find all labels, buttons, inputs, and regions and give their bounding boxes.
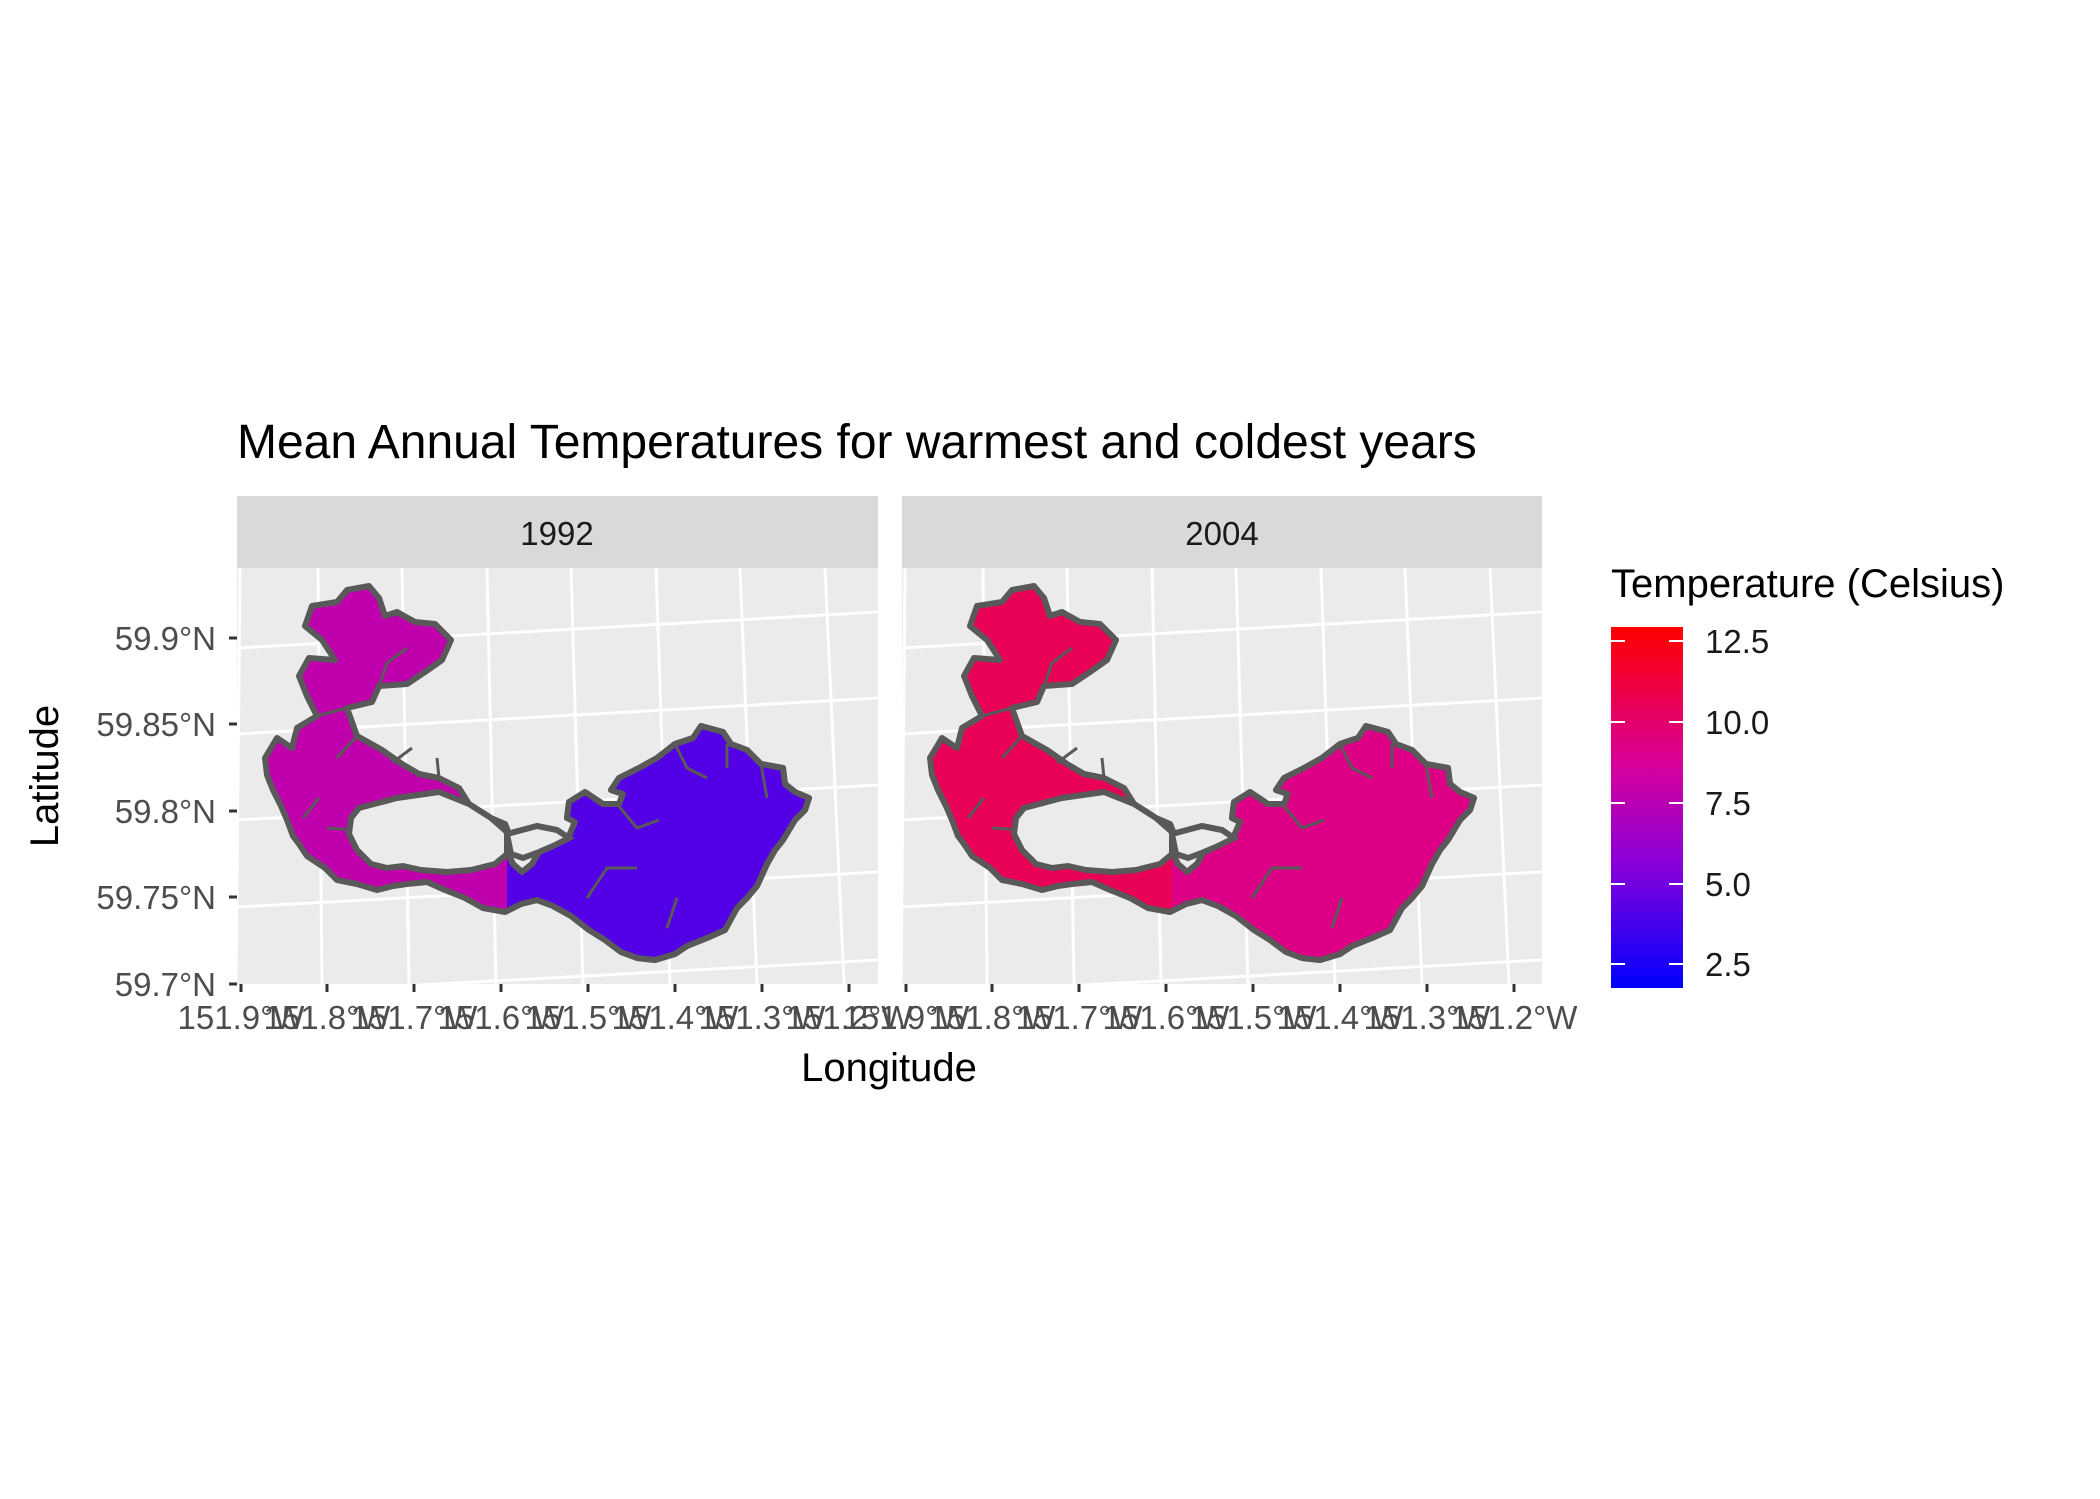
x-tick-label: 151.9°W <box>843 999 971 1036</box>
y-tick-label: 59.8°N <box>115 793 216 830</box>
x-axis-title: Longitude <box>801 1046 977 1090</box>
region-polygon <box>1172 723 1477 963</box>
y-tick-label: 59.85°N <box>96 706 216 743</box>
legend-label: 5.0 <box>1705 866 1751 903</box>
x-tick-label: 151.4°W <box>612 999 740 1036</box>
region-mosaic <box>927 583 1477 963</box>
region-gap <box>1168 822 1240 862</box>
legend-title: Temperature (Celsius) <box>1611 562 2004 606</box>
region-boundaries <box>301 646 769 929</box>
region-gap <box>503 822 575 862</box>
x-tick-label: 151.2°W <box>786 999 914 1036</box>
x-tick-label: 151.7°W <box>1016 999 1144 1036</box>
x-tick-label: 151.5°W <box>1190 999 1318 1036</box>
color-legend: Temperature (Celsius) 12.5 10.0 7.5 5.0 … <box>1611 562 2004 988</box>
region-polygon <box>507 723 812 963</box>
legend-label: 12.5 <box>1705 623 1769 660</box>
x-tick-label: 151.4°W <box>1277 999 1405 1036</box>
x-tick-label: 151.5°W <box>525 999 653 1036</box>
region-mosaic <box>262 583 812 963</box>
region-gap <box>1010 788 1175 876</box>
facet-label-1992: 1992 <box>520 515 593 552</box>
temperature-regions <box>262 583 812 963</box>
y-tick-label: 59.7°N <box>115 966 216 1003</box>
x-tick-label: 151.8°W <box>264 999 392 1036</box>
chart-title: Mean Annual Temperatures for warmest and… <box>237 416 1477 469</box>
y-axis-title: Latitude <box>23 705 67 847</box>
map-panel-2004 <box>902 568 1542 984</box>
region-gap <box>345 788 510 876</box>
region-boundaries <box>966 646 1434 929</box>
facet-strip-2004 <box>902 496 1542 568</box>
x-tick-label: 151.3°W <box>1364 999 1492 1036</box>
x-tick-label: 151.7°W <box>351 999 479 1036</box>
legend-colorbar <box>1611 627 1683 988</box>
x-tick-label: 151.3°W <box>699 999 827 1036</box>
facet-label-2004: 2004 <box>1185 515 1258 552</box>
y-tick-label: 59.9°N <box>115 620 216 657</box>
x-tick-label: 151.8°W <box>929 999 1057 1036</box>
legend-label: 10.0 <box>1705 704 1769 741</box>
x-tick-label: 151.6°W <box>438 999 566 1036</box>
x-tick-label: 151.6°W <box>1103 999 1231 1036</box>
legend-label: 7.5 <box>1705 785 1751 822</box>
y-tick-label: 59.75°N <box>96 879 216 916</box>
map-panel-1992 <box>237 568 878 984</box>
y-axis: 59.9°N 59.85°N 59.8°N 59.75°N 59.7°N Lat… <box>23 620 237 1003</box>
facet-strip-1992 <box>237 496 878 568</box>
x-tick-label: 151.2°W <box>1451 999 1579 1036</box>
x-axis: 151.9°W 151.8°W 151.7°W 151.6°W 151.5°W … <box>178 984 1579 1090</box>
x-tick-label: 151.9°W <box>178 999 306 1036</box>
temperature-regions <box>927 583 1477 963</box>
legend-label: 2.5 <box>1705 946 1751 983</box>
